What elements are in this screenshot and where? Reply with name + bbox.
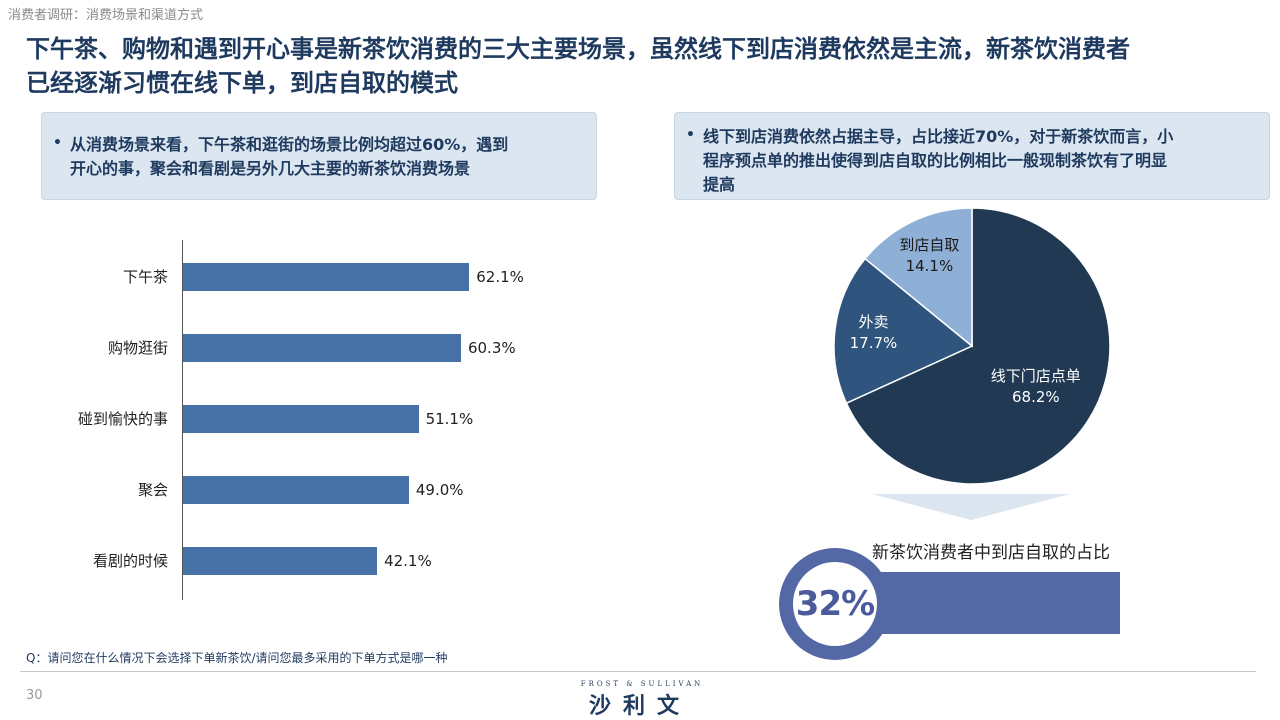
bar-category-label: 下午茶 — [122, 268, 168, 286]
right-summary-box: • 线下到店消费依然占据主导，占比接近70%，对于新茶饮而言，小 程序预点单的推… — [674, 112, 1270, 200]
left-summary-box: • 从消费场景来看，下午茶和逛街的场景比例均超过60%，遇到 开心的事，聚会和看… — [41, 112, 597, 200]
callout-value: 32% — [795, 584, 875, 624]
bullet-icon: • — [53, 135, 62, 151]
funnel-arrow-icon — [872, 494, 1070, 520]
page-title-line-1: 下午茶、购物和遇到开心事是新茶饮消费的三大主要场景，虽然线下到店消费依然是主流，… — [26, 35, 1130, 63]
pie-slice — [864, 207, 973, 348]
channel-pie-chart — [833, 207, 1111, 485]
bar-value-label: 42.1% — [384, 552, 432, 570]
pie-slice-label: 到店自取 14.1% — [899, 235, 959, 277]
logo: 沙利文 — [588, 693, 691, 719]
right-summary-line-3: 提高 — [703, 175, 736, 194]
bar-row: 碰到愉快的事 51.1% — [0, 404, 1280, 434]
bar — [183, 405, 419, 433]
pie-slice-label: 线下门店点单 68.2% — [991, 366, 1081, 408]
bar-row: 购物逛街 60.3% — [0, 333, 1280, 363]
survey-question: Q：请问您在什么情况下会选择下单新茶饮/请问您最多采用的下单方式是哪一种 — [26, 651, 448, 665]
pie-slice — [845, 207, 1111, 485]
left-summary-line-1: 从消费场景来看，下午茶和逛街的场景比例均超过60%，遇到 — [70, 135, 509, 154]
bar-chart-axis — [182, 240, 183, 600]
pie-slice — [833, 257, 974, 405]
logo-text: FROST & SULLIVAN — [580, 680, 704, 688]
left-summary-line-2: 开心的事，聚会和看剧是另外几大主要的新茶饮消费场景 — [70, 159, 471, 178]
pie-slice-value: 14.1% — [905, 257, 954, 276]
bar — [183, 476, 409, 504]
bullet-icon: • — [686, 127, 695, 143]
pie-slice-name: 外卖 — [858, 313, 889, 332]
bar-value-label: 62.1% — [476, 268, 524, 286]
page-title-line-2: 已经逐渐习惯在线下单，到店自取的模式 — [26, 69, 458, 97]
bar — [183, 547, 378, 575]
page-title: 下午茶、购物和遇到开心事是新茶饮消费的三大主要场景，虽然线下到店消费依然是主流，… — [26, 32, 1266, 100]
breadcrumb: 消费者调研：消费场景和渠道方式 — [8, 8, 204, 23]
bar — [183, 263, 470, 291]
right-summary-line-1: 线下到店消费依然占据主导，占比接近70%，对于新茶饮而言，小 — [703, 127, 1174, 146]
pie-slice-value: 17.7% — [849, 334, 898, 353]
footer-divider — [20, 671, 1256, 672]
bar-value-label: 60.3% — [467, 339, 516, 357]
bar-value-label: 51.1% — [425, 410, 474, 428]
bar-row: 聚会 49.0% — [0, 475, 1280, 505]
bar-row: 看剧的时候 42.1% — [0, 546, 1280, 576]
bar-value-label: 49.0% — [415, 481, 464, 499]
bar-category-label: 购物逛街 — [107, 339, 168, 357]
callout-inner-circle — [793, 562, 877, 646]
bar-row: 下午茶 62.1% — [0, 262, 1280, 292]
pie-slice-name: 线下门店点单 — [990, 367, 1081, 386]
right-summary-line-2: 程序预点单的推出使得到店自取的比例相比一般现制茶饮有了明显 — [703, 151, 1168, 170]
bar-category-label: 碰到愉快的事 — [77, 410, 168, 428]
pie-slice-label: 外卖 17.7% — [850, 312, 898, 354]
callout-caption: 新茶饮消费者中到店自取的占比 — [872, 543, 1110, 563]
pie-slice-name: 到店自取 — [899, 236, 960, 255]
bar-category-label: 看剧的时候 — [92, 552, 168, 570]
bar — [183, 334, 461, 362]
page-number: 30 — [26, 688, 43, 703]
pie-slice-value: 68.2% — [1011, 388, 1060, 407]
bar-category-label: 聚会 — [137, 481, 168, 499]
